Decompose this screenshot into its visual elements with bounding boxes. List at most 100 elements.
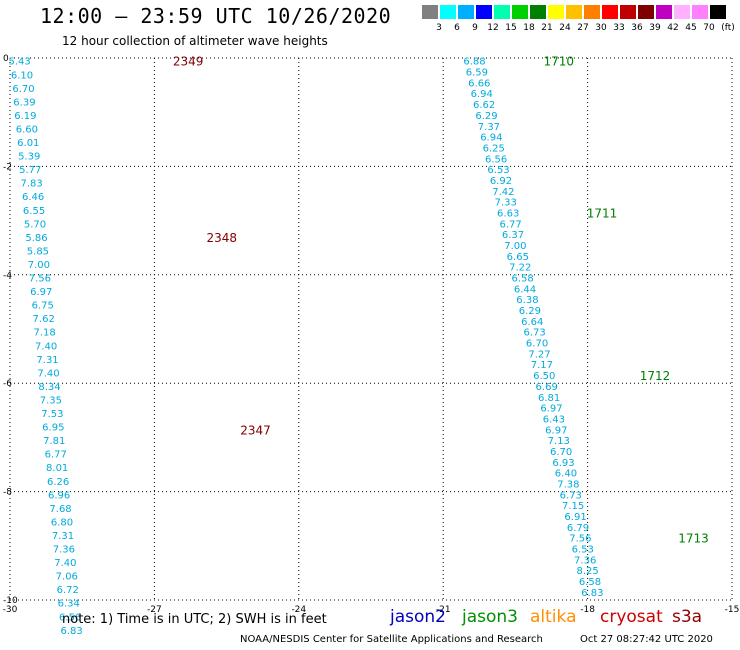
wave-height-value: 7.15 — [562, 501, 584, 512]
wave-height-value: 6.72 — [57, 585, 79, 596]
y-tick-label: -8 — [3, 488, 12, 498]
y-tick-label: 0 — [3, 54, 9, 64]
scale-swatch — [422, 5, 438, 19]
wave-height-value: 7.00 — [28, 260, 50, 271]
wave-height-value: 8.25 — [576, 566, 598, 577]
pass-time-label: 2348 — [207, 231, 238, 245]
wave-height-value: 6.63 — [497, 208, 519, 219]
scale-swatch — [674, 5, 690, 19]
wave-height-value: 7.13 — [548, 436, 570, 447]
scale-label: 70 — [703, 23, 715, 33]
scale-swatch — [530, 5, 546, 19]
wave-height-value: 6.29 — [519, 306, 541, 317]
scale-swatch — [548, 5, 564, 19]
wave-height-value: 7.40 — [35, 341, 57, 352]
wave-height-value: 6.19 — [14, 111, 36, 122]
scale-label: 24 — [559, 23, 571, 33]
wave-height-value: 6.53 — [487, 165, 509, 176]
wave-height-value: 6.94 — [480, 133, 502, 144]
wave-height-value: 6.64 — [521, 317, 543, 328]
wave-height-value: 5.85 — [27, 246, 49, 257]
x-tick-label: -24 — [291, 605, 306, 615]
wave-height-value: 7.31 — [36, 355, 58, 366]
satellite-jason2: jason2 — [390, 607, 446, 627]
wave-height-value: 6.46 — [22, 192, 44, 203]
wave-height-value: 6.77 — [45, 450, 67, 461]
wave-height-value: 6.93 — [552, 458, 574, 469]
wave-height-value: 6.29 — [475, 111, 497, 122]
x-tick-label: -21 — [436, 605, 451, 615]
wave-height-value: 7.36 — [53, 545, 75, 556]
wave-height-value: 5.86 — [25, 233, 47, 244]
scale-swatch — [584, 5, 600, 19]
wave-height-value: 8.01 — [46, 463, 68, 474]
map-title: 12:00 — 23:59 UTC 10/26/2020 — [40, 4, 392, 28]
wave-height-value: 6.77 — [499, 219, 521, 230]
wave-height-value: 6.70 — [550, 447, 572, 458]
wave-height-value: 7.62 — [33, 314, 55, 325]
wave-height-value: 6.70 — [12, 84, 34, 95]
pass-time-label: 1711 — [587, 206, 618, 220]
wave-height-value: 7.68 — [49, 504, 71, 515]
scale-swatch — [692, 5, 708, 19]
wave-height-value: 7.81 — [43, 436, 65, 447]
wave-height-value: 6.97 — [540, 404, 562, 415]
wave-height-value: 7.27 — [528, 349, 550, 360]
wave-height-value: 6.38 — [516, 295, 538, 306]
wave-height-value: 7.00 — [504, 241, 526, 252]
scale-unit-label: (ft) — [721, 23, 735, 33]
wave-height-value: 7.18 — [34, 328, 56, 339]
pass-time-label: 2347 — [240, 423, 271, 437]
wave-height-value: 6.73 — [560, 490, 582, 501]
scale-label: 3 — [436, 23, 442, 33]
wave-height-value: 6.94 — [471, 89, 493, 100]
wave-height-value: 6.56 — [485, 154, 507, 165]
wave-height-value: 6.97 — [545, 425, 567, 436]
wave-height-value: 6.39 — [13, 97, 35, 108]
x-tick-label: -27 — [147, 605, 162, 615]
wave-height-value: 6.44 — [514, 284, 536, 295]
footer-note: note: 1) Time is in UTC; 2) SWH is in fe… — [62, 612, 327, 627]
scale-swatch — [710, 5, 726, 19]
wave-height-value: 7.35 — [40, 395, 62, 406]
scale-label: 45 — [685, 23, 697, 33]
wave-height-value: 6.91 — [564, 512, 586, 523]
scale-swatch — [476, 5, 492, 19]
wave-height-value: 6.92 — [490, 176, 512, 187]
wave-height-value: 7.38 — [557, 479, 579, 490]
wave-height-value: 6.83 — [581, 588, 603, 599]
wave-height-value: 8.34 — [38, 382, 60, 393]
y-tick-label: -6 — [3, 379, 12, 389]
wave-height-value: 7.40 — [54, 558, 76, 569]
wave-height-value: 6.58 — [579, 577, 601, 588]
wave-height-value: 6.70 — [526, 339, 548, 350]
scale-swatch — [440, 5, 456, 19]
satellite-jason3: jason3 — [462, 607, 518, 627]
wave-height-value: 6.59 — [466, 68, 488, 79]
wave-height-value: 7.83 — [21, 179, 43, 190]
wave-height-value: 6.83 — [60, 626, 82, 637]
scale-label: 33 — [613, 23, 625, 33]
wave-height-value: 7.56 — [569, 534, 591, 545]
scale-label: 18 — [523, 23, 535, 33]
scale-label: 9 — [472, 23, 478, 33]
wave-height-value: 6.79 — [567, 523, 589, 534]
wave-height-value: 7.40 — [37, 368, 59, 379]
wave-height-value: 6.25 — [483, 143, 505, 154]
x-tick-label: -15 — [725, 605, 740, 615]
scale-swatch — [512, 5, 528, 19]
scale-label: 42 — [667, 23, 679, 33]
wave-height-value: 6.60 — [16, 124, 38, 135]
wave-height-value: 7.31 — [52, 531, 74, 542]
scale-label: 36 — [631, 23, 643, 33]
scale-swatch — [458, 5, 474, 19]
pass-time-label: 1710 — [543, 55, 574, 69]
scale-label: 15 — [505, 23, 517, 33]
wave-height-value: 6.26 — [47, 477, 69, 488]
wave-height-value: 6.96 — [48, 490, 70, 501]
wave-height-value: 6.58 — [511, 274, 533, 285]
wave-height-value: 7.33 — [495, 198, 517, 209]
scale-label: 12 — [487, 23, 499, 33]
x-tick-label: -18 — [580, 605, 595, 615]
wave-height-value: 6.95 — [42, 423, 64, 434]
